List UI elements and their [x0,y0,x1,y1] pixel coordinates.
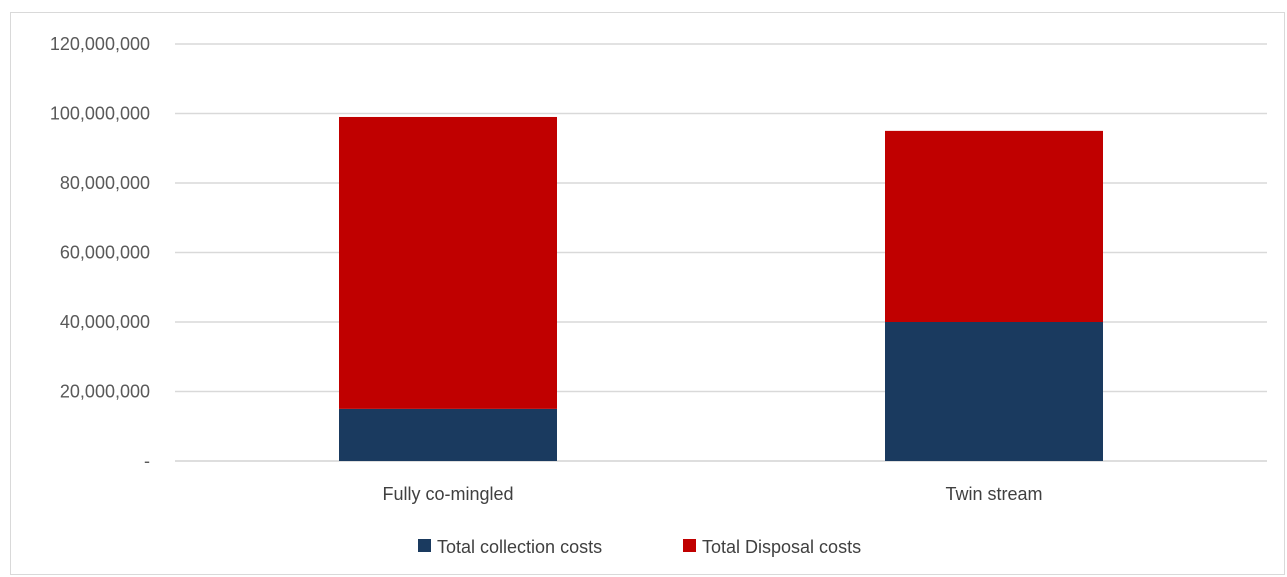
x-axis-category-labels: Fully co-mingled Twin stream [382,484,1042,504]
legend-swatch [683,539,696,552]
bars [339,116,1103,461]
category-label: Fully co-mingled [382,484,513,504]
y-tick-label: 80,000,000 [60,173,150,193]
bar-segment-collection-twin-stream [885,322,1103,461]
y-tick-label: 120,000,000 [50,34,150,54]
category-label: Twin stream [945,484,1042,504]
y-tick-label: 60,000,000 [60,243,150,263]
y-axis-tick-labels: - 20,000,000 40,000,000 60,000,000 80,000,00… [50,34,150,471]
bar-segment-disposal-fully-co-mingled [339,116,557,409]
legend-label: Total Disposal costs [702,537,861,557]
legend: Total collection costs Total Disposal cos… [418,537,861,557]
y-tick-label: - [144,451,150,471]
y-tick-label: 100,000,000 [50,104,150,124]
gridlines [175,43,1267,462]
legend-label: Total collection costs [437,537,602,557]
y-tick-label: 40,000,000 [60,312,150,332]
legend-swatch [418,539,431,552]
y-tick-label: 20,000,000 [60,382,150,402]
bar-segment-disposal-twin-stream [885,130,1103,322]
bar-segment-collection-fully-co-mingled [339,408,557,461]
